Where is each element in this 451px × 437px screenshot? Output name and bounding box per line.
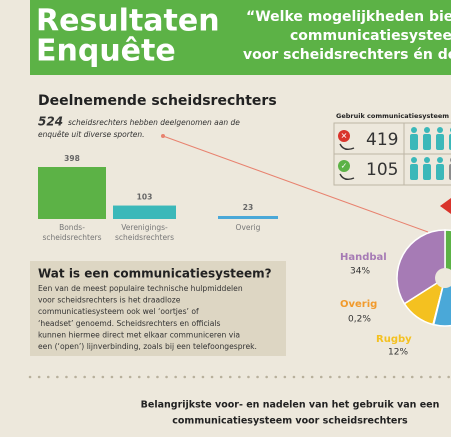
person-head (437, 127, 443, 133)
person-body (436, 134, 444, 150)
connector (162, 135, 429, 233)
bar (218, 215, 278, 219)
section-title: Deelnemende scheidsrechters (38, 93, 277, 109)
slice-name: Rugby (376, 334, 412, 345)
bar-label: Overig (236, 223, 261, 232)
header-quote: voor scheidsrechters én de (243, 47, 451, 63)
bar-value: 103 (137, 193, 153, 202)
explainer-line: kunnen hiermee direct met elkaar communi… (38, 330, 240, 339)
bar-value: 23 (243, 203, 253, 212)
slice-value: 34% (350, 267, 370, 277)
bar-label: Bonds- (59, 223, 85, 232)
intro: scheidsrechters hebben deelgenomen aan d… (68, 118, 240, 127)
footer-text: communicatiesysteem voor scheidsrechters (172, 416, 408, 427)
person-body (436, 164, 444, 180)
status-mark: ✓ (341, 162, 348, 171)
person-head (411, 157, 417, 163)
bar (38, 167, 106, 219)
explainer-line: ‘headset’ genoemd. Scheidsrechters en of… (38, 319, 221, 328)
slice-name: Handbal (340, 252, 387, 263)
pie-hole (435, 268, 451, 288)
bar-chart: 398 Bonds-scheidsrechters 103 Verenigings-s… (38, 154, 278, 242)
headset-icon (339, 143, 355, 151)
footer-text: Belangrijkste voor- en nadelen van het g… (141, 400, 440, 411)
header-title: Resultaten (36, 4, 220, 39)
bar-label: scheidsrechters (42, 233, 101, 242)
header-quote: “Welke mogelijkheden bied (246, 9, 451, 25)
explainer-line: communicatiesysteem ook wel ‘oortjes’ of (38, 307, 199, 316)
headset-icon (339, 173, 355, 181)
header-band (30, 0, 451, 75)
person-head (411, 127, 417, 133)
header-quote: communicatiesysteem (290, 28, 451, 44)
person-head (437, 157, 443, 163)
slice-value: 12% (388, 348, 408, 358)
status-mark: ✕ (341, 132, 348, 141)
explainer-box (30, 261, 286, 356)
slice-value: 0,2% (348, 315, 371, 325)
person-head (424, 157, 430, 163)
explainer-text: Een van de meest populaire technische hu… (38, 284, 257, 351)
person-body (410, 134, 418, 150)
usage-rows: ✕ 419 ✓ 105 (338, 127, 451, 181)
usage-count: 419 (366, 130, 398, 150)
explainer-line: voor scheidsrechters is het draadloze (38, 296, 181, 305)
bar (113, 205, 176, 219)
status-icon (338, 160, 350, 172)
pie-chart: Handbal 34% Rugby 12% Overig 0,2% (340, 198, 451, 358)
explainer-line: Een van de meest populaire technische hu… (38, 284, 243, 293)
header-title: Enquête (36, 34, 176, 69)
total: 524 (38, 115, 63, 129)
person-body (410, 164, 418, 180)
usage-title: Gebruik communicatiesysteem sch (336, 112, 451, 120)
pie-accent (440, 198, 451, 214)
person-body (423, 164, 431, 180)
pie-slice-other (432, 276, 451, 327)
usage-count: 105 (366, 160, 398, 180)
explainer-title: Wat is een communicatiesysteem? (38, 267, 272, 281)
intro: enquête uit diverse sporten. (38, 130, 145, 139)
slice-name: Overig (340, 299, 377, 310)
bar-value: 398 (64, 154, 80, 163)
bar-label: scheidsrechters (115, 233, 174, 242)
connector-dot (161, 134, 165, 138)
bar-label: Verenigings- (121, 223, 168, 232)
explainer-line: een (‘open’) lijnverbinding, zoals bij e… (38, 342, 257, 351)
status-icon (338, 130, 350, 142)
person-head (424, 127, 430, 133)
person-body (423, 134, 431, 150)
